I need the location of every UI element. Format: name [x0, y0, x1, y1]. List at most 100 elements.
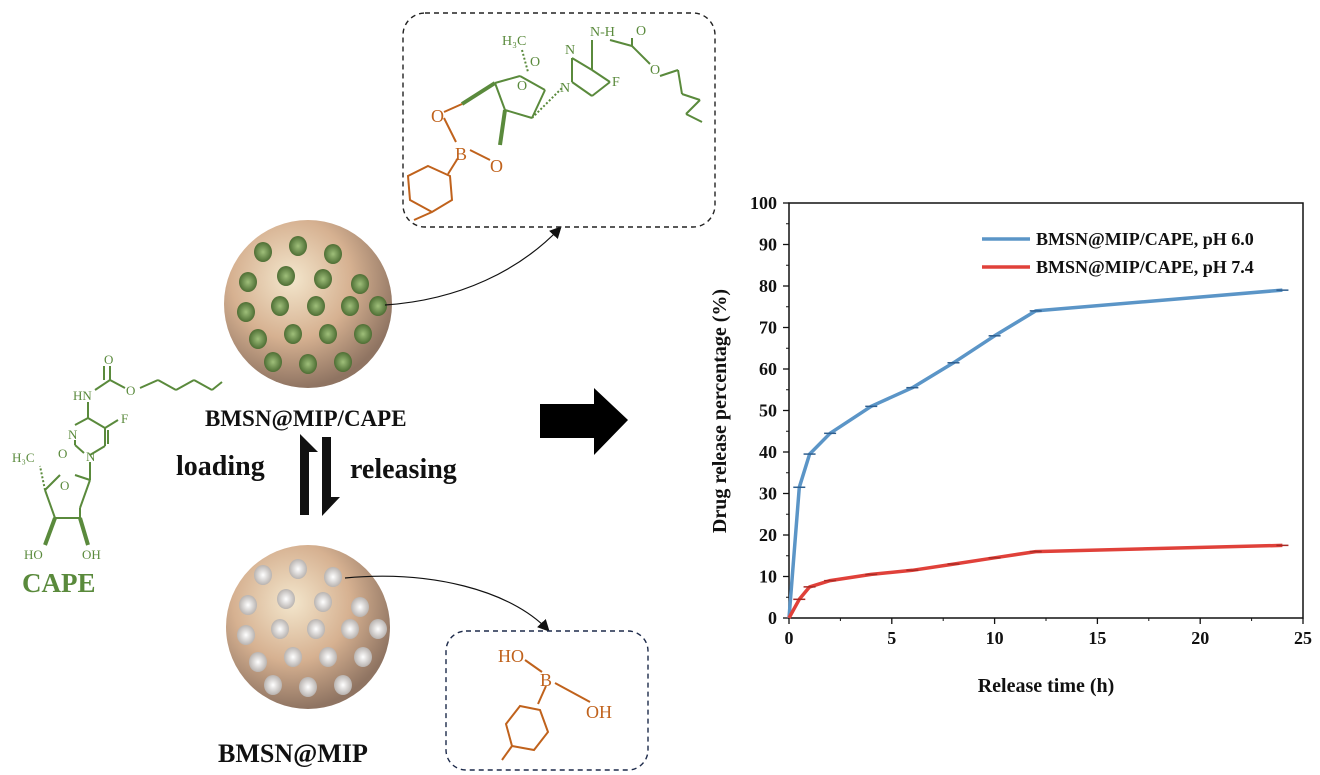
- loading-label: loading: [176, 451, 265, 482]
- x-axis-label: Release time (h): [978, 675, 1115, 697]
- y-tick-label: 80: [759, 276, 777, 296]
- releasing-label: releasing: [350, 454, 457, 485]
- loaded-inset-boronate: [406, 103, 491, 221]
- big-right-arrow: [540, 388, 628, 455]
- cape-atom-n1: N: [68, 427, 78, 442]
- empty-atom-ho: HO: [498, 646, 524, 666]
- y-axis-label: Drug release percentage (%): [709, 289, 731, 533]
- inset-atom-o-b1: O: [431, 106, 444, 126]
- loaded-pore-16: [264, 352, 282, 372]
- loaded-particle-label: BMSN@MIP/CAPE: [205, 406, 407, 432]
- loaded-pore-15: [354, 324, 372, 344]
- loaded-inset-connector-arrow: [384, 226, 562, 306]
- y-tick-label: 70: [759, 318, 777, 338]
- loaded-pore-17: [299, 354, 317, 374]
- empty-pore-15: [354, 647, 372, 667]
- loaded-pore-9: [307, 296, 325, 316]
- empty-particle-label: BMSN@MIP: [218, 739, 368, 768]
- loaded-pore-0: [254, 242, 272, 262]
- loaded-pore-6: [351, 274, 369, 294]
- loading-releasing-arrows: [300, 434, 340, 516]
- y-tick-label: 40: [759, 442, 777, 462]
- loaded-pore-7: [237, 302, 255, 322]
- empty-pore-0: [254, 565, 272, 585]
- x-tick-label: 20: [1191, 628, 1209, 648]
- series-line-1: [787, 288, 1283, 619]
- cape-atom-ho: HO: [24, 547, 43, 562]
- loaded-inset-box: [402, 12, 716, 228]
- empty-inset-box: [445, 630, 649, 771]
- inset-atom-o-ester: O: [650, 63, 660, 78]
- loaded-pore-10: [341, 296, 359, 316]
- cape-molecule-structure: [39, 366, 223, 546]
- empty-atom-b: B: [540, 670, 552, 690]
- y-tick-label: 10: [759, 567, 777, 587]
- empty-pore-3: [239, 595, 257, 615]
- y-tick-label: 100: [750, 193, 777, 213]
- legend-label-2: BMSN@MIP/CAPE, pH 7.4: [1036, 257, 1254, 277]
- loaded-pore-13: [284, 324, 302, 344]
- empty-pore-12: [249, 652, 267, 672]
- empty-pore-8: [271, 619, 289, 639]
- inset-atom-n1: N: [560, 81, 570, 96]
- empty-particle-sphere: [226, 545, 390, 709]
- cape-atom-oh: OH: [82, 547, 101, 562]
- x-tick-label: 25: [1294, 628, 1312, 648]
- inset-atom-n: N: [565, 43, 575, 58]
- loaded-pore-12: [249, 329, 267, 349]
- x-tick-label: 15: [1088, 628, 1106, 648]
- release-chart: 0 5 10 15 20 25 0 10 20 30 40 50 60 70 80 90 100 BMSN@MI…: [709, 193, 1312, 697]
- empty-pore-4: [277, 589, 295, 609]
- x-tick-label: 10: [986, 628, 1004, 648]
- empty-pore-6: [351, 597, 369, 617]
- cape-atom-hn: HN: [73, 388, 92, 403]
- loaded-pore-5: [314, 269, 332, 289]
- cape-atom-o-ester: O: [126, 383, 135, 398]
- inset-atom-o-ring: O: [517, 79, 527, 94]
- empty-pore-11: [369, 619, 387, 639]
- cape-label: CAPE: [22, 568, 96, 598]
- y-tick-label: 0: [768, 608, 777, 628]
- legend-label-1: BMSN@MIP/CAPE, pH 6.0: [1036, 229, 1254, 249]
- empty-pore-16: [264, 675, 282, 695]
- y-tick-label: 50: [759, 401, 777, 421]
- loaded-pore-1: [289, 236, 307, 256]
- cape-atom-n3: N: [86, 449, 96, 464]
- empty-pore-7: [237, 625, 255, 645]
- x-tick-label: 5: [887, 628, 896, 648]
- loaded-inset-molecule: [460, 38, 703, 146]
- empty-pore-13: [284, 647, 302, 667]
- inset-atom-hn: N-H: [590, 25, 615, 40]
- loaded-pore-11: [369, 296, 387, 316]
- inset-atom-f: F: [612, 75, 620, 90]
- loaded-pore-4: [277, 266, 295, 286]
- loaded-pore-8: [271, 296, 289, 316]
- cape-atom-o-top: O: [104, 352, 113, 367]
- cape-atom-o-ring: O: [60, 478, 69, 493]
- loaded-pore-3: [239, 272, 257, 292]
- x-tick-label: 0: [785, 628, 794, 648]
- cape-atom-h3c: H₃C: [12, 450, 35, 465]
- cape-atom-o2: O: [58, 446, 67, 461]
- y-tick-label: 30: [759, 484, 777, 504]
- empty-pore-5: [314, 592, 332, 612]
- empty-pore-14: [319, 647, 337, 667]
- cape-atom-f: F: [121, 411, 128, 426]
- empty-pore-1: [289, 559, 307, 579]
- series-line-2: [787, 543, 1283, 619]
- empty-pore-17: [299, 677, 317, 697]
- inset-atom-o-carbonyl: O: [530, 55, 540, 70]
- empty-inset-connector-arrow: [344, 575, 550, 632]
- y-tick-label: 60: [759, 359, 777, 379]
- empty-inset-boronic-acid: [501, 659, 591, 761]
- empty-pore-18: [334, 675, 352, 695]
- empty-pore-10: [341, 619, 359, 639]
- empty-pore-9: [307, 619, 325, 639]
- inset-atom-o-top: O: [636, 24, 646, 39]
- empty-atom-oh: OH: [586, 702, 612, 722]
- inset-atom-b: B: [455, 144, 467, 164]
- cape-molecule-atoms: O HN O N O F N H₃C O HO OH: [12, 352, 135, 562]
- y-tick-label: 20: [759, 525, 777, 545]
- loaded-pore-2: [324, 244, 342, 264]
